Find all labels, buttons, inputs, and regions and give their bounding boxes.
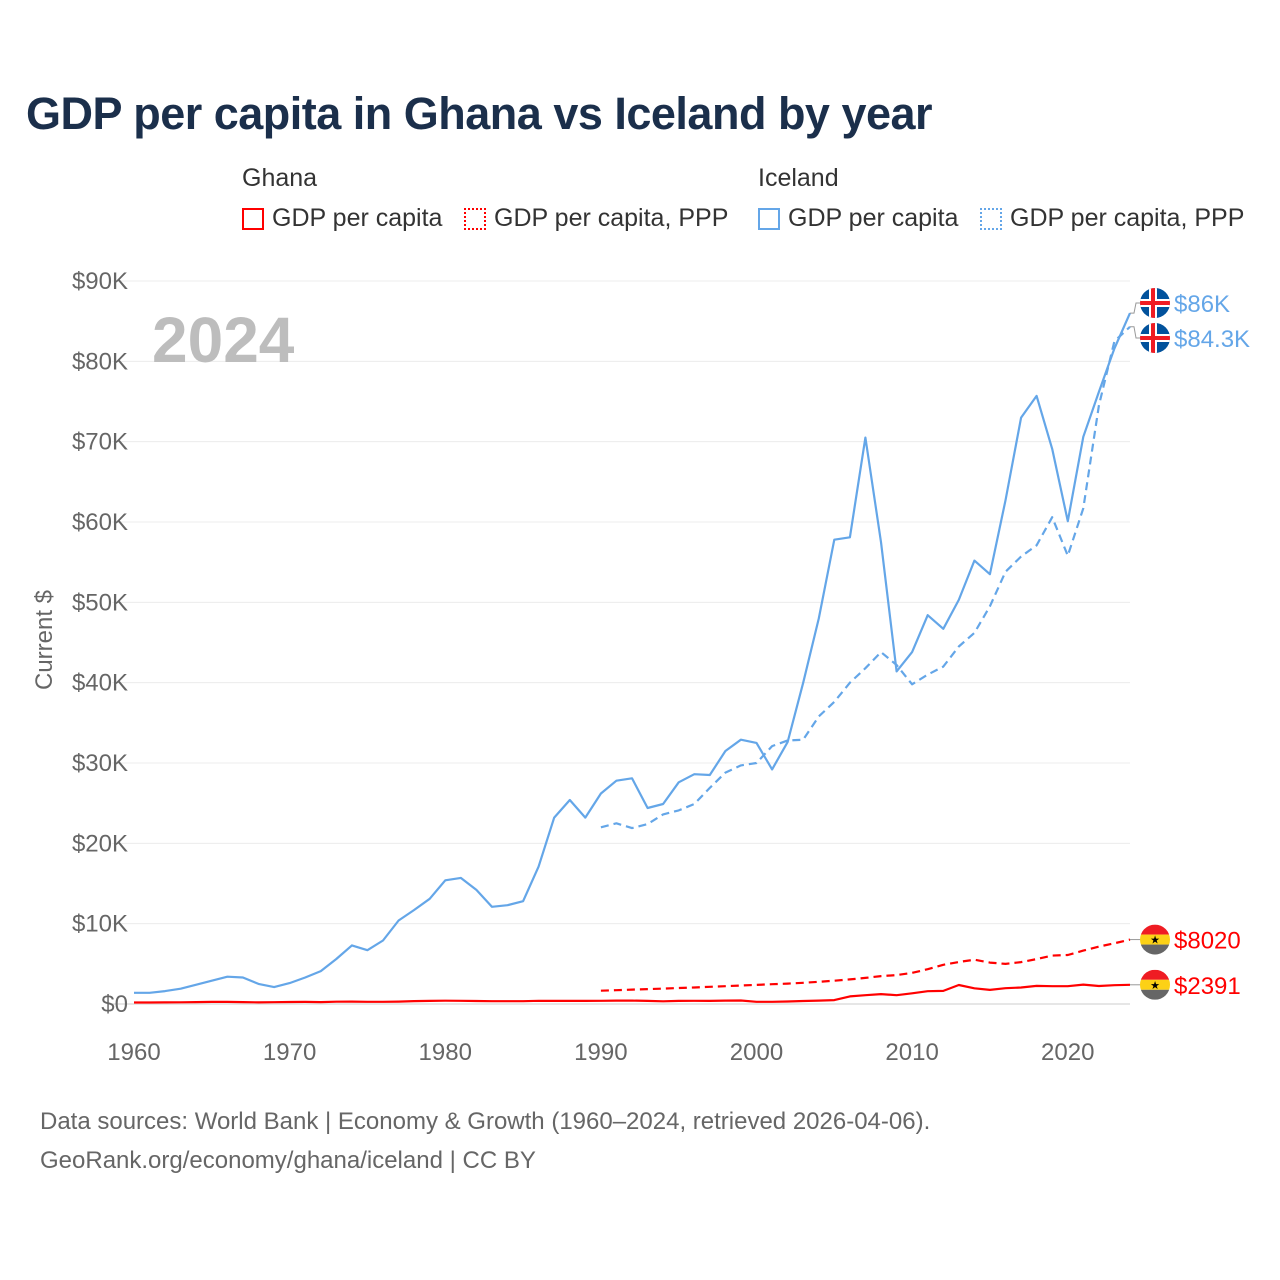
y-axis-label: Current $ (31, 590, 58, 690)
legend-iceland-ppp[interactable]: GDP per capita, PPP (980, 204, 1244, 233)
end-value-label: $84.3K (1174, 326, 1250, 353)
end-label-iceland: $86K (1130, 288, 1230, 318)
legend-label: GDP per capita (272, 204, 443, 232)
x-tick-label: 2000 (730, 1039, 783, 1066)
end-label-iceland: $84.3K (1130, 323, 1250, 353)
svg-text:★: ★ (1150, 935, 1160, 947)
legend-label: GDP per capita (788, 204, 959, 232)
end-value-label: $2391 (1174, 973, 1241, 1000)
y-tick-label: $20K (72, 830, 128, 857)
y-tick-label: $60K (72, 509, 128, 536)
x-tick-label: 1970 (263, 1039, 316, 1066)
legend-swatch-dotted-red (464, 207, 486, 230)
end-label-ghana: ★ $8020 (1130, 924, 1241, 955)
y-tick-label: $30K (72, 750, 128, 777)
legend-ghana-gdp[interactable]: GDP per capita (242, 204, 442, 233)
legend-group-ghana: Ghana (242, 164, 318, 192)
iceland-flag-icon (1140, 323, 1170, 353)
iceland-flag-icon (1140, 288, 1170, 318)
x-tick-label: 1980 (419, 1039, 472, 1066)
y-tick-label: $40K (72, 670, 128, 697)
svg-text:★: ★ (1150, 980, 1160, 992)
x-tick-label: 2020 (1041, 1039, 1094, 1066)
series-line-ghana-gdp-per-capita-ppp (600, 938, 1131, 992)
series-line-iceland-gdp-per-capita-ppp (600, 325, 1131, 830)
leader-line (1130, 302, 1141, 314)
legend-ghana-ppp[interactable]: GDP per capita, PPP (464, 204, 728, 233)
y-tick-label: $80K (72, 348, 128, 375)
end-label-ghana: ★ $2391 (1130, 969, 1241, 1000)
legend-label: GDP per capita, PPP (494, 204, 729, 232)
y-tick-label: $90K (72, 268, 128, 295)
ghana-flag-icon: ★ (1140, 924, 1170, 955)
y-tick-label: $10K (72, 911, 128, 938)
year-watermark: 2024 (152, 304, 295, 376)
series-line-iceland-gdp-per-capita (134, 312, 1132, 994)
chart-title: GDP per capita in Ghana vs Iceland by ye… (26, 88, 933, 139)
y-tick-label: $70K (72, 429, 128, 456)
x-tick-label: 1960 (107, 1039, 160, 1066)
x-tick-label: 2010 (885, 1039, 938, 1066)
legend-swatch-solid-blue (758, 207, 780, 230)
legend-group-iceland: Iceland (758, 164, 839, 192)
x-tick-label: 1990 (574, 1039, 627, 1066)
footer-sources: Data sources: World Bank | Economy & Gro… (40, 1108, 931, 1135)
end-value-label: $86K (1174, 291, 1230, 318)
series-line-ghana-gdp-per-capita (134, 983, 1131, 1004)
leader-line (1130, 326, 1141, 339)
y-tick-label: $0 (101, 991, 128, 1018)
end-value-label: $8020 (1174, 928, 1241, 955)
ghana-flag-icon: ★ (1140, 969, 1170, 1000)
footer-credit: GeoRank.org/economy/ghana/iceland | CC B… (40, 1147, 536, 1174)
legend-iceland-gdp[interactable]: GDP per capita (758, 204, 958, 233)
legend-label: GDP per capita, PPP (1010, 204, 1245, 232)
legend-swatch-solid-red (242, 207, 264, 230)
y-tick-label: $50K (72, 589, 128, 616)
legend-swatch-dotted-blue (980, 207, 1002, 230)
